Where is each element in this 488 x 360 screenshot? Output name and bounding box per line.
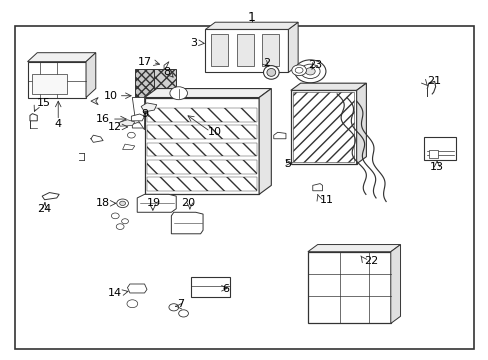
Text: 21: 21 [427, 76, 441, 86]
Circle shape [291, 65, 306, 76]
Bar [27, 62, 86, 98]
Text: 1: 1 [247, 12, 255, 24]
Bar [152, 69, 176, 96]
Bar [205, 30, 288, 72]
Text: 15: 15 [37, 98, 51, 108]
Polygon shape [131, 114, 144, 121]
Polygon shape [42, 193, 59, 200]
Text: 9: 9 [141, 109, 148, 119]
Text: 18: 18 [96, 198, 110, 208]
Polygon shape [290, 83, 366, 90]
Polygon shape [205, 22, 298, 30]
Polygon shape [127, 284, 147, 293]
Text: 11: 11 [320, 195, 333, 205]
Circle shape [178, 310, 188, 317]
Bar [135, 69, 154, 101]
Polygon shape [144, 89, 271, 98]
Polygon shape [273, 132, 285, 139]
Text: 2: 2 [263, 58, 269, 68]
Text: 13: 13 [429, 162, 443, 172]
Polygon shape [288, 22, 298, 72]
Bar [147, 143, 256, 156]
Circle shape [116, 224, 124, 229]
Ellipse shape [263, 66, 279, 79]
Bar [307, 252, 390, 323]
Polygon shape [163, 62, 168, 69]
Text: 12: 12 [108, 122, 122, 132]
Text: 10: 10 [208, 127, 222, 136]
Polygon shape [30, 114, 37, 121]
Text: 3: 3 [189, 38, 196, 48]
Bar [236, 34, 253, 66]
Circle shape [127, 132, 135, 138]
Polygon shape [171, 212, 203, 234]
Bar [144, 98, 259, 194]
Circle shape [117, 199, 128, 208]
Text: 7: 7 [177, 299, 184, 309]
Polygon shape [132, 123, 144, 128]
Bar [290, 90, 356, 164]
Text: 4: 4 [55, 120, 61, 129]
Text: 5: 5 [283, 159, 290, 169]
Text: 19: 19 [147, 198, 161, 208]
Bar [190, 277, 229, 297]
Bar [211, 34, 228, 66]
Circle shape [111, 213, 119, 219]
Bar [147, 108, 256, 122]
Circle shape [127, 300, 138, 308]
Bar [147, 160, 256, 174]
Polygon shape [27, 53, 96, 62]
Polygon shape [86, 53, 96, 98]
Circle shape [300, 64, 320, 78]
Bar [423, 137, 455, 160]
Polygon shape [356, 83, 366, 164]
Bar [293, 92, 353, 162]
Text: 22: 22 [363, 256, 377, 266]
Polygon shape [390, 244, 400, 323]
Text: 23: 23 [307, 59, 322, 69]
Text: 24: 24 [38, 204, 52, 214]
Polygon shape [91, 98, 98, 105]
Bar [32, 74, 66, 94]
Circle shape [294, 60, 325, 83]
Circle shape [305, 68, 315, 75]
Polygon shape [141, 103, 157, 112]
Polygon shape [122, 144, 135, 149]
Circle shape [122, 219, 128, 224]
Text: 14: 14 [108, 288, 122, 298]
Ellipse shape [266, 68, 275, 76]
Polygon shape [132, 98, 144, 130]
Bar [262, 34, 279, 66]
Polygon shape [137, 194, 176, 212]
Bar [428, 149, 437, 158]
Text: 6: 6 [222, 284, 229, 294]
Polygon shape [312, 184, 322, 191]
Circle shape [295, 67, 303, 73]
Polygon shape [259, 89, 271, 194]
Polygon shape [119, 120, 135, 126]
Circle shape [168, 304, 178, 311]
Bar [147, 126, 256, 139]
Text: 8: 8 [163, 67, 170, 77]
Bar [157, 96, 183, 119]
Text: 20: 20 [181, 198, 195, 208]
Circle shape [169, 87, 187, 100]
Polygon shape [307, 244, 400, 252]
Text: 17: 17 [137, 57, 151, 67]
Text: 16: 16 [96, 114, 110, 124]
Circle shape [120, 201, 125, 206]
Text: 10: 10 [103, 91, 117, 101]
Bar [147, 177, 256, 191]
